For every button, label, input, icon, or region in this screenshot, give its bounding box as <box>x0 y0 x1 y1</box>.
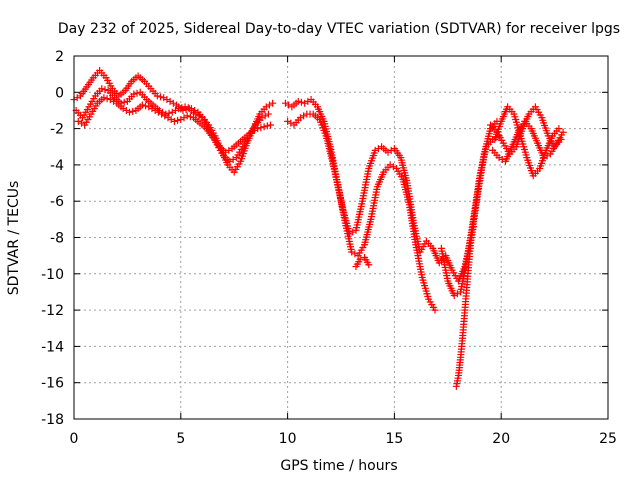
y-tick-label: -10 <box>41 267 64 283</box>
data-point <box>431 306 439 314</box>
chart-title: Day 232 of 2025, Sidereal Day-to-day VTE… <box>58 21 620 37</box>
data-point-fill <box>263 122 271 130</box>
y-tick-label: -16 <box>41 376 64 392</box>
data-point <box>267 121 275 129</box>
y-tick-label: -12 <box>41 303 64 319</box>
y-tick-label: -4 <box>50 158 64 174</box>
data-point <box>555 125 563 133</box>
data-point <box>356 255 364 263</box>
y-tick-label: 0 <box>55 85 64 101</box>
data-point-fill <box>184 104 192 112</box>
data-point <box>559 128 567 136</box>
data-point <box>153 92 161 100</box>
x-tick-label: 25 <box>599 431 617 447</box>
y-tick-label: -2 <box>50 122 64 138</box>
data-point-fill <box>165 109 173 117</box>
data-point-fill <box>129 107 137 115</box>
data-point-fill <box>178 104 186 112</box>
data-point-fill <box>157 93 165 101</box>
data-point <box>100 94 108 102</box>
x-tick-label: 5 <box>176 431 185 447</box>
data-point-fill <box>101 86 109 94</box>
data-point-fill <box>133 89 141 97</box>
data-point <box>130 90 138 98</box>
x-axis-label: GPS time / hours <box>280 458 397 474</box>
data-point-fill <box>186 113 194 121</box>
y-tick-label: -6 <box>50 194 64 210</box>
y-tick-label: -14 <box>41 339 64 355</box>
data-point-fill <box>142 102 150 110</box>
data-point <box>264 110 272 118</box>
data-point <box>469 223 477 231</box>
x-tick-label: 10 <box>279 431 297 447</box>
x-tick-label: 15 <box>385 431 403 447</box>
y-tick-label: 2 <box>55 49 64 65</box>
data-points <box>70 67 567 390</box>
y-tick-label: -8 <box>50 231 64 247</box>
x-tick-label: 20 <box>492 431 510 447</box>
data-point <box>260 123 268 131</box>
data-point <box>183 112 191 120</box>
x-tick-label: 0 <box>70 431 79 447</box>
data-point <box>138 101 146 109</box>
data-point-fill <box>103 95 111 103</box>
data-point-fill <box>120 98 128 106</box>
data-point <box>175 105 183 113</box>
y-tick-label: -18 <box>41 412 64 428</box>
plot-frame <box>73 55 609 420</box>
y-axis-label: SDTVAR / TECUs <box>6 181 22 296</box>
data-point <box>294 97 302 105</box>
data-point <box>365 261 373 269</box>
data-point <box>170 117 178 125</box>
data-point <box>181 103 189 111</box>
data-point <box>254 125 262 133</box>
data-point <box>126 108 134 116</box>
data-point-fill <box>297 98 305 106</box>
data-point-fill <box>174 116 182 124</box>
data-point <box>269 99 277 107</box>
data-point <box>98 85 106 93</box>
data-point-fill <box>257 124 265 132</box>
